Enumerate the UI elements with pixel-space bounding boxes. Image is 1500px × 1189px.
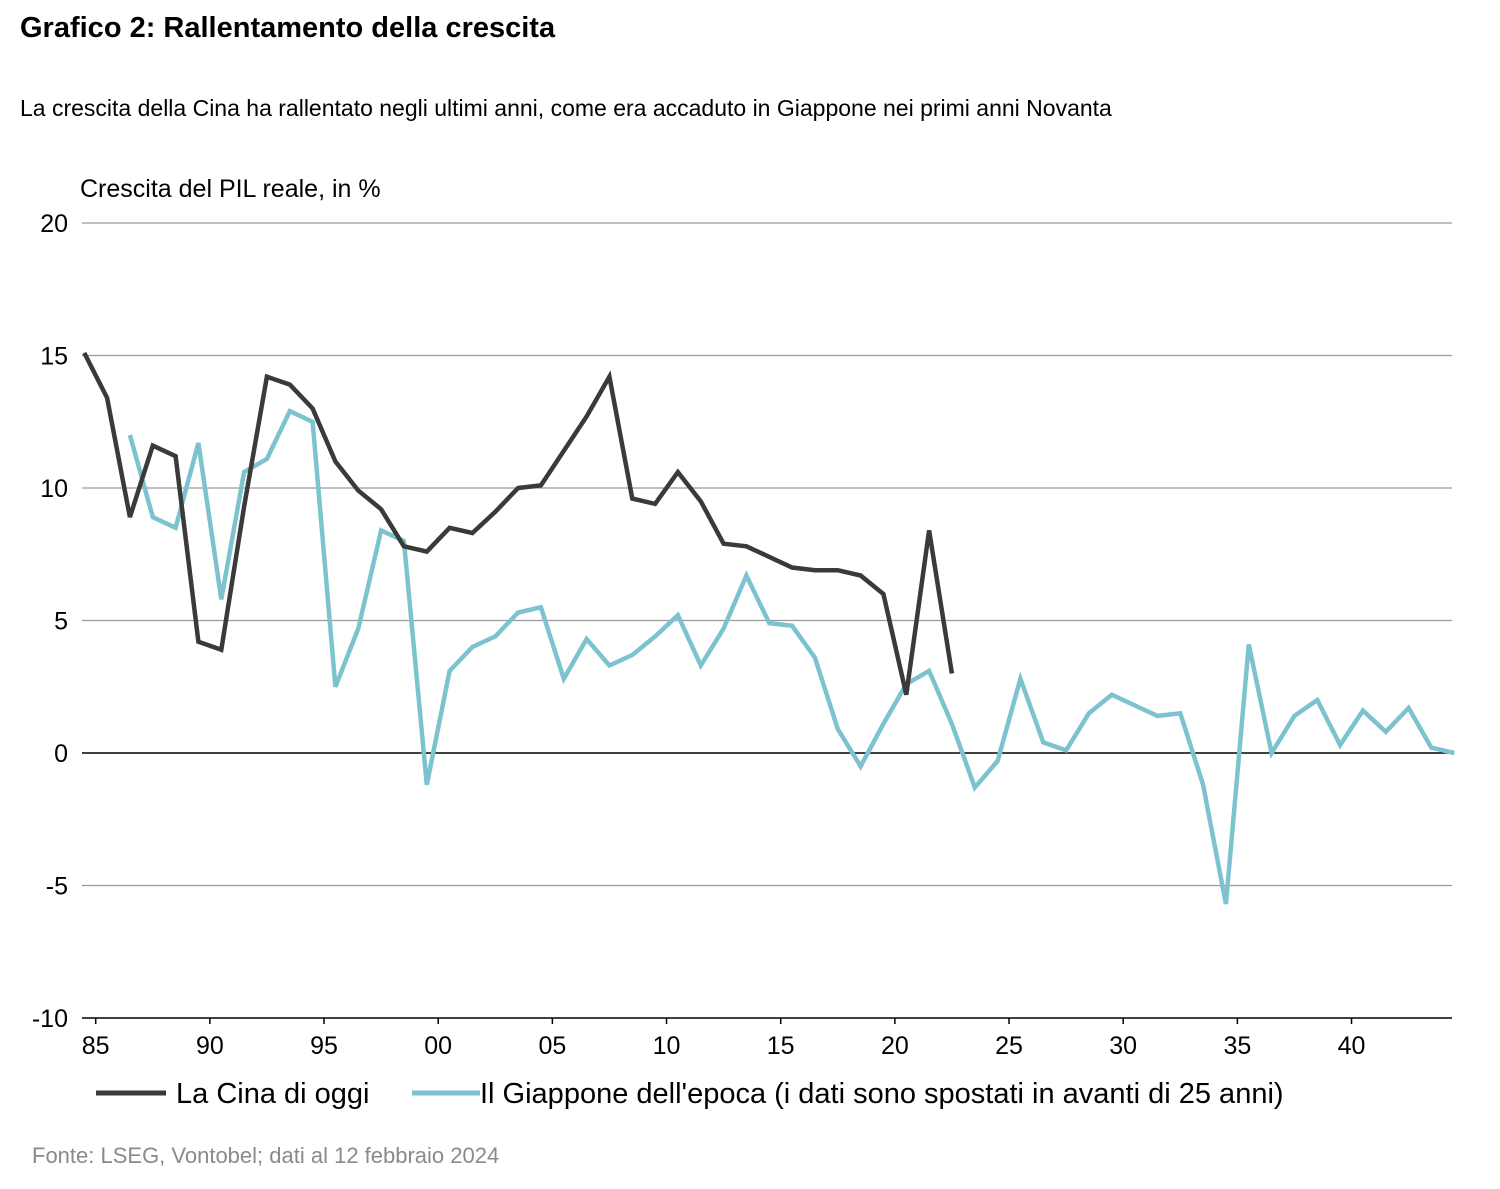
- line-chart: 20 15 10 5 0 -5 -10 85 90 95 00 05 10 15 20 25 30 35 40 C…: [32, 175, 1455, 1110]
- series-lines: [82, 351, 1455, 905]
- series-line-cina: [82, 351, 955, 696]
- y-tick-label: 0: [54, 740, 68, 768]
- y-tick-label: 5: [54, 608, 68, 636]
- chart-title: Grafico 2: Rallentamento della crescita: [20, 12, 556, 44]
- x-tick-label: 85: [82, 1032, 110, 1060]
- legend-label-giappone: Il Giappone dell'epoca (i dati sono spos…: [480, 1078, 1284, 1110]
- x-tick-label: 90: [196, 1032, 224, 1060]
- x-tick-label: 10: [653, 1032, 681, 1060]
- x-tick-label: 35: [1223, 1032, 1251, 1060]
- y-tick-label: 15: [40, 343, 68, 371]
- x-tick-label: 20: [881, 1032, 909, 1060]
- y-tick-label: -5: [46, 873, 68, 901]
- y-axis-ticks: 20 15 10 5 0 -5 -10: [32, 210, 68, 1033]
- chart-subtitle: La crescita della Cina ha rallentato neg…: [20, 95, 1112, 121]
- y-tick-label: 20: [40, 210, 68, 238]
- x-axis-ticks: 85 90 95 00 05 10 15 20 25 30 35 40: [82, 1018, 1366, 1060]
- y-axis-label: Crescita del PIL reale, in %: [80, 175, 381, 203]
- source-note: Fonte: LSEG, Vontobel; dati al 12 febbra…: [32, 1143, 500, 1168]
- y-tick-label: 10: [40, 475, 68, 503]
- series-line-giappone: [127, 408, 1455, 905]
- x-tick-label: 05: [538, 1032, 566, 1060]
- x-tick-label: 00: [424, 1032, 452, 1060]
- y-tick-label: -10: [32, 1005, 68, 1033]
- x-tick-label: 30: [1109, 1032, 1137, 1060]
- x-tick-label: 40: [1338, 1032, 1366, 1060]
- x-tick-label: 25: [995, 1032, 1023, 1060]
- legend-label-cina: La Cina di oggi: [176, 1078, 369, 1110]
- legend: La Cina di oggi Il Giappone dell'epoca (…: [96, 1078, 1284, 1110]
- x-tick-label: 95: [310, 1032, 338, 1060]
- x-tick-label: 15: [767, 1032, 795, 1060]
